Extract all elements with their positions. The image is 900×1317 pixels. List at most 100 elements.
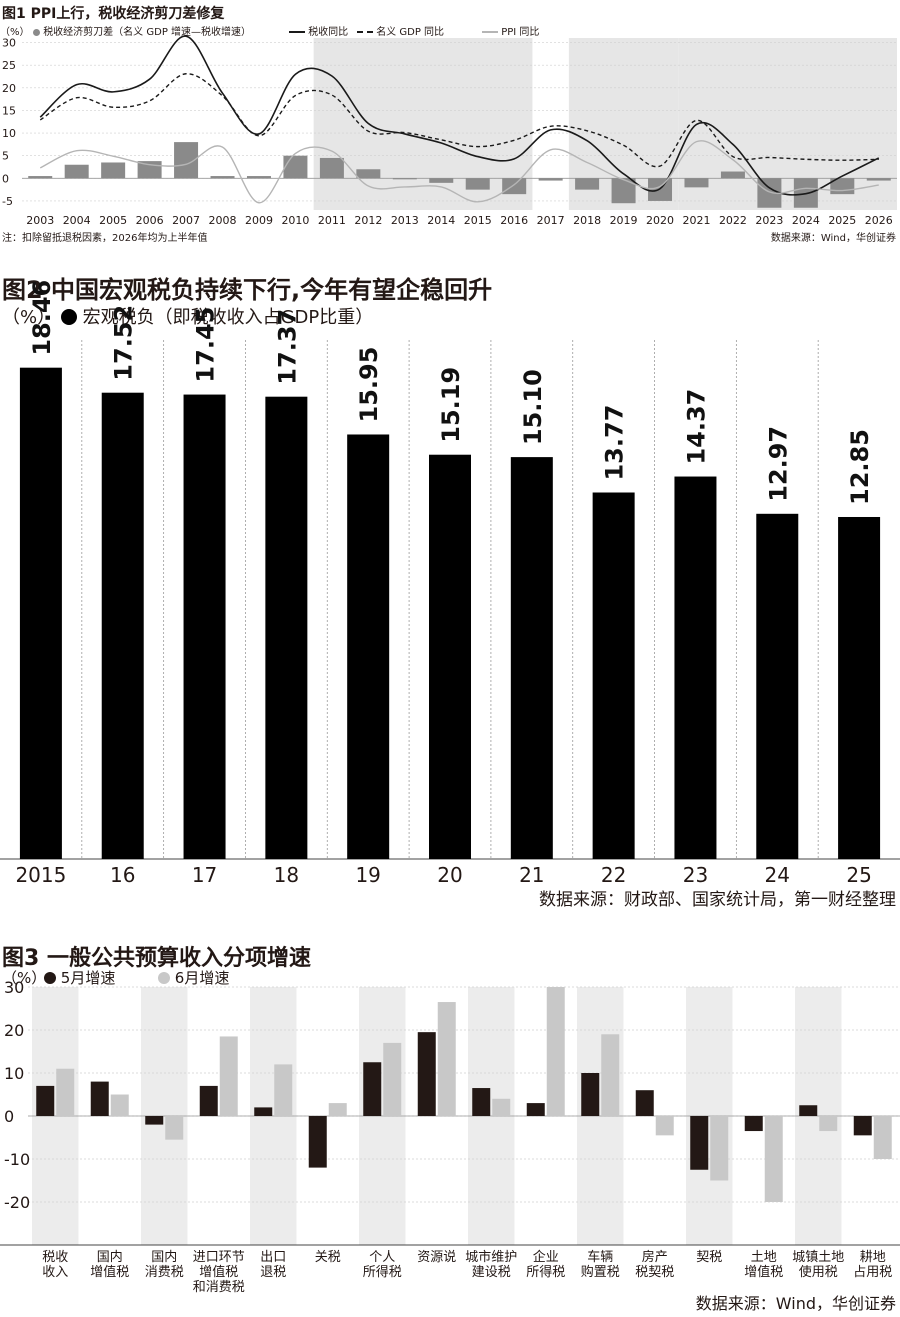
x-tick-label: 2005 <box>99 214 127 227</box>
y-tick-label: 0 <box>2 172 9 185</box>
x-tick-label: 2014 <box>427 214 455 227</box>
june-bar <box>819 1116 838 1132</box>
june-bar <box>873 1116 892 1159</box>
june-bar <box>546 987 565 1116</box>
june-bar <box>710 1116 729 1181</box>
data-label: 17.52 <box>110 305 138 381</box>
bar <box>210 176 235 179</box>
y-tick-label: 5 <box>2 150 9 163</box>
may-bar <box>308 1116 327 1168</box>
chart1-note: 注：扣除留抵退税因素，2026年均为上半年值 <box>2 233 208 244</box>
x-tick-label: 2024 <box>792 214 820 227</box>
y-tick-label: 25 <box>2 59 16 72</box>
x-tick-label: 2004 <box>63 214 91 227</box>
bar <box>684 178 709 188</box>
bar <box>510 457 553 859</box>
y-tick-label: 20 <box>2 82 16 95</box>
x-tick-label: 耕地 <box>860 1249 886 1265</box>
legend-label: 名义 GDP 同比 <box>376 27 445 38</box>
june-bar <box>492 1098 511 1116</box>
june-bar <box>274 1064 293 1116</box>
bar <box>356 169 381 179</box>
chart1-legend-tax: 税收同比 <box>289 23 348 38</box>
x-tick-label: 2010 <box>281 214 309 227</box>
data-label: 15.95 <box>355 347 383 423</box>
ppi-line <box>39 140 879 204</box>
x-tick-label: 所得税 <box>363 1264 402 1280</box>
x-tick-label: 房产 <box>642 1249 668 1265</box>
x-tick-label: 25 <box>846 863 871 887</box>
chart3-unit: （%） <box>2 969 47 987</box>
legend-gray-line-icon <box>482 31 498 33</box>
may-bar <box>581 1073 600 1116</box>
x-tick-label: 2020 <box>646 214 674 227</box>
chart1-source: 数据来源：Wind，华创证券 <box>770 233 896 244</box>
bar <box>64 164 89 179</box>
may-bar <box>526 1103 545 1116</box>
x-tick-label: 2011 <box>318 214 346 227</box>
x-tick-label: 使用税 <box>799 1264 838 1280</box>
chart1-legend-gdp: 名义 GDP 同比 <box>357 23 444 38</box>
may-bar <box>363 1062 382 1116</box>
y-tick-label: 30 <box>4 978 24 997</box>
legend-label: 5月增速 <box>60 969 116 987</box>
x-tick-label: 企业 <box>533 1249 559 1265</box>
x-tick-label: 2026 <box>865 214 893 227</box>
x-tick-label: 2006 <box>136 214 164 227</box>
bar <box>392 178 417 180</box>
chart3-plot: 3020100-10-20税收收入国内增值税国内消费税进口环节增值税和消费税出口… <box>0 978 900 1295</box>
legend-solid-line-icon <box>289 31 305 33</box>
bar <box>19 367 62 859</box>
legend-dot-icon <box>33 28 40 36</box>
may-bar <box>635 1090 654 1116</box>
chart2-title: 图2 中国宏观税负持续下行,今年有望企稳回升 <box>2 276 493 304</box>
may-bar <box>254 1107 273 1116</box>
x-tick-label: 出口 <box>260 1250 286 1265</box>
bar <box>429 454 471 859</box>
bar <box>611 178 636 204</box>
y-tick-label: 20 <box>4 1021 24 1040</box>
y-tick-label: 10 <box>4 1064 24 1083</box>
nominal-gdp-line <box>39 73 879 168</box>
bar <box>575 178 600 190</box>
chart1-title: 图1 PPI上行，税收经济剪刀差修复 <box>2 6 225 22</box>
chart3-legend-june: 6月增速 <box>158 967 229 988</box>
x-tick-label: 20 <box>437 863 462 887</box>
chart3-panel: 图3 一般公共预算收入分项增速 （%） 5月增速 6月增速 30 20 10 0 -10… <box>0 935 900 1317</box>
x-tick-label: 2007 <box>172 214 200 227</box>
x-tick-label: 购置税 <box>581 1264 620 1280</box>
x-tick-label: 建设税 <box>472 1265 511 1280</box>
y-tick-label: -20 <box>4 1193 30 1212</box>
bar <box>429 178 454 183</box>
x-tick-label: 收入 <box>42 1265 68 1280</box>
legend-dot-icon <box>158 972 170 984</box>
may-bar <box>690 1116 709 1170</box>
chart3-source: 数据来源：Wind，华创证券 <box>695 1294 896 1313</box>
bar <box>246 176 271 179</box>
legend-label: 税收同比 <box>308 27 349 38</box>
chart1-unit: （%） <box>0 27 30 38</box>
chart2-plot: 18.46 2015 17.52 16 17.45 17 17.37 18 15.95 19 15.… <box>0 280 900 887</box>
bar <box>756 513 799 859</box>
bar <box>101 392 144 859</box>
x-tick-label: 土地 <box>751 1250 777 1265</box>
may-bar <box>36 1085 55 1116</box>
bar <box>465 178 490 190</box>
bar <box>838 516 881 859</box>
bar <box>866 178 891 181</box>
june-bar <box>655 1116 674 1136</box>
x-tick-label: 增值税 <box>744 1264 783 1280</box>
june-bar <box>383 1042 402 1116</box>
bar <box>538 178 563 181</box>
june-bar <box>764 1116 783 1202</box>
y-tick-label: -5 <box>2 195 13 208</box>
y-tick-label: 0 <box>4 1107 14 1126</box>
data-label: 13.77 <box>601 405 629 481</box>
x-tick-label: 16 <box>110 863 135 887</box>
data-label: 14.37 <box>682 389 710 465</box>
bar <box>502 178 527 195</box>
x-tick-label: 2017 <box>537 214 565 227</box>
june-bar <box>110 1094 129 1116</box>
shaded-region-0 <box>313 38 533 210</box>
